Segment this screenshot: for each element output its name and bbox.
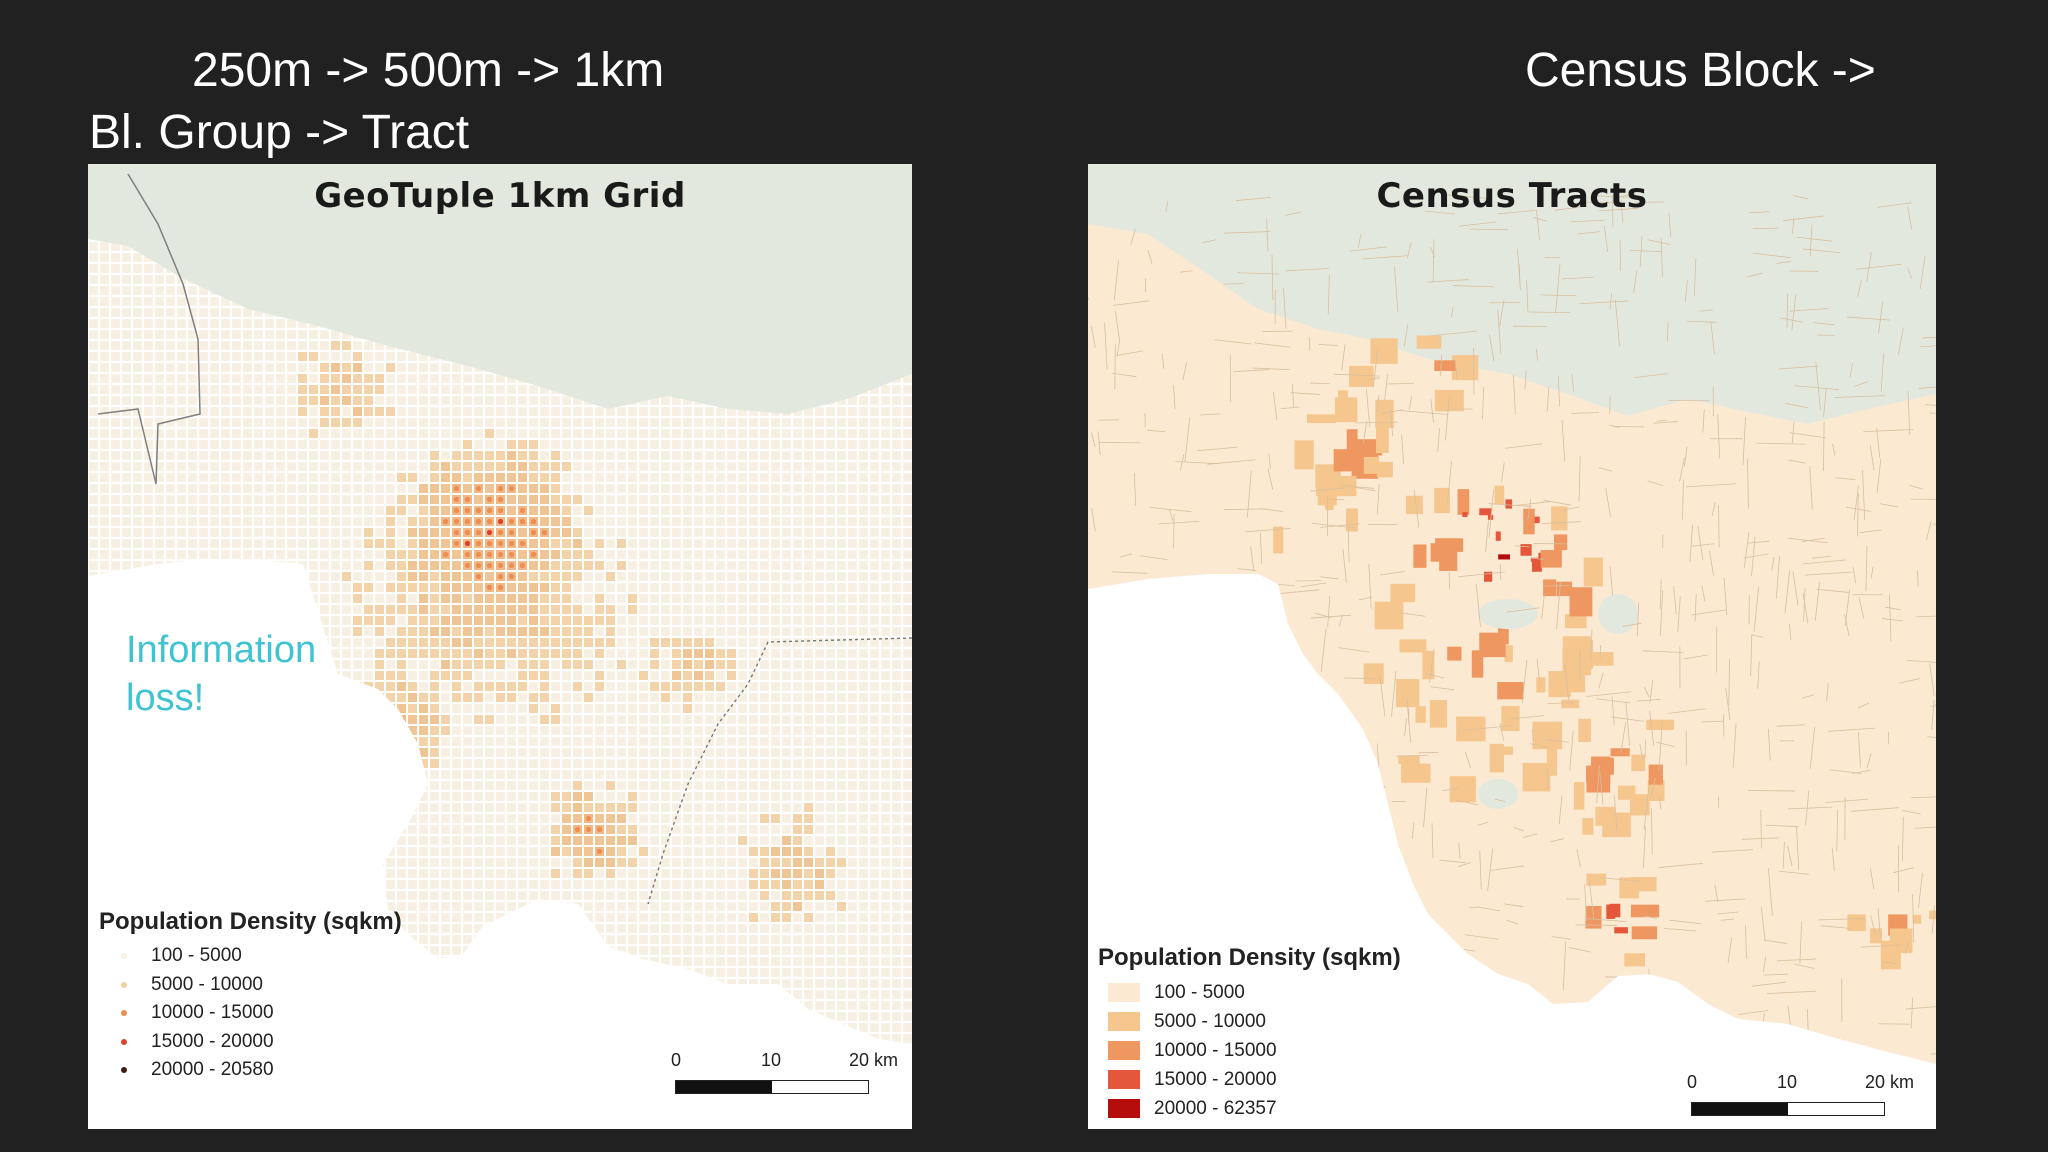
scale-label: 10 <box>761 1050 782 1070</box>
scale-label: 10 <box>1777 1072 1798 1092</box>
legend-item: 10000 - 15000 <box>99 999 402 1028</box>
tract-map-panel: Census Tracts Population Density (sqkm) … <box>1088 164 1936 1129</box>
legend-label: 10000 - 15000 <box>1154 1039 1277 1061</box>
legend-label: 5000 - 10000 <box>1154 1010 1266 1032</box>
legend-swatch <box>1108 983 1140 1002</box>
mountain-empty-area <box>88 164 912 414</box>
legend-swatch <box>121 1067 127 1074</box>
legend-swatch <box>121 953 127 960</box>
legend-item: 20000 - 20580 <box>99 1056 402 1085</box>
legend-title: Population Density (sqkm) <box>1098 944 1401 971</box>
scale-label: 0 <box>1687 1072 1698 1092</box>
tract-map-canvas <box>1088 164 1936 1129</box>
legend-label: 100 - 5000 <box>1154 981 1245 1003</box>
legend-label: 20000 - 20580 <box>151 1059 274 1081</box>
legend-swatch <box>121 981 127 988</box>
information-loss-annotation: Information loss! <box>126 626 316 722</box>
map-legend: Population Density (sqkm) 100 - 5000 500… <box>1098 944 1401 1123</box>
header-line-census-block: Census Block -> <box>1525 44 1876 97</box>
legend-swatch <box>1108 1070 1140 1089</box>
grid-map-canvas <box>88 164 912 1129</box>
legend-swatch <box>121 1038 127 1045</box>
scale-bar-strip <box>675 1080 869 1094</box>
county-boundary-dashed <box>647 637 912 905</box>
map-title: GeoTuple 1km Grid <box>314 176 686 216</box>
legend-swatch <box>121 1010 127 1017</box>
legend-item: 10000 - 15000 <box>1098 1036 1401 1065</box>
legend-item: 100 - 5000 <box>1098 978 1401 1007</box>
header-line-census-units: Bl. Group -> Tract <box>89 106 470 159</box>
legend-item: 5000 - 10000 <box>99 971 402 1000</box>
legend-item: 20000 - 62357 <box>1098 1094 1401 1123</box>
scale-bar: 0 10 20 km <box>1687 1072 1914 1116</box>
legend-label: 15000 - 20000 <box>1154 1068 1277 1090</box>
legend-label: 20000 - 62357 <box>1154 1097 1277 1119</box>
legend-item: 5000 - 10000 <box>1098 1007 1401 1036</box>
scale-label: 20 km <box>849 1050 899 1070</box>
legend-title: Population Density (sqkm) <box>99 908 402 935</box>
map-legend: Population Density (sqkm) 100 - 5000 500… <box>99 908 402 1085</box>
legend-swatch <box>1108 1012 1140 1031</box>
legend-label: 100 - 5000 <box>151 945 242 967</box>
scale-bar: 0 10 20 km <box>671 1050 898 1094</box>
legend-swatch <box>1108 1099 1140 1118</box>
mountain-empty-area <box>1088 164 1936 424</box>
scale-bar-strip <box>1691 1102 1885 1116</box>
map-title: Census Tracts <box>1376 176 1648 216</box>
legend-item: 100 - 5000 <box>99 942 402 971</box>
scale-label: 20 km <box>1865 1072 1915 1092</box>
header-line-grid-sizes: 250m -> 500m -> 1km <box>192 44 665 97</box>
scale-label: 0 <box>671 1050 682 1070</box>
grid-map-panel: GeoTuple 1km Grid Information loss! Popu… <box>88 164 912 1129</box>
legend-swatch <box>1108 1041 1140 1060</box>
legend-label: 10000 - 15000 <box>151 1002 274 1024</box>
county-boundary <box>97 173 201 485</box>
legend-item: 15000 - 20000 <box>1098 1065 1401 1094</box>
annotation-line: loss! <box>126 677 205 719</box>
legend-item: 15000 - 20000 <box>99 1028 402 1057</box>
annotation-line: Information <box>126 629 317 671</box>
legend-label: 15000 - 20000 <box>151 1030 274 1052</box>
legend-label: 5000 - 10000 <box>151 973 263 995</box>
